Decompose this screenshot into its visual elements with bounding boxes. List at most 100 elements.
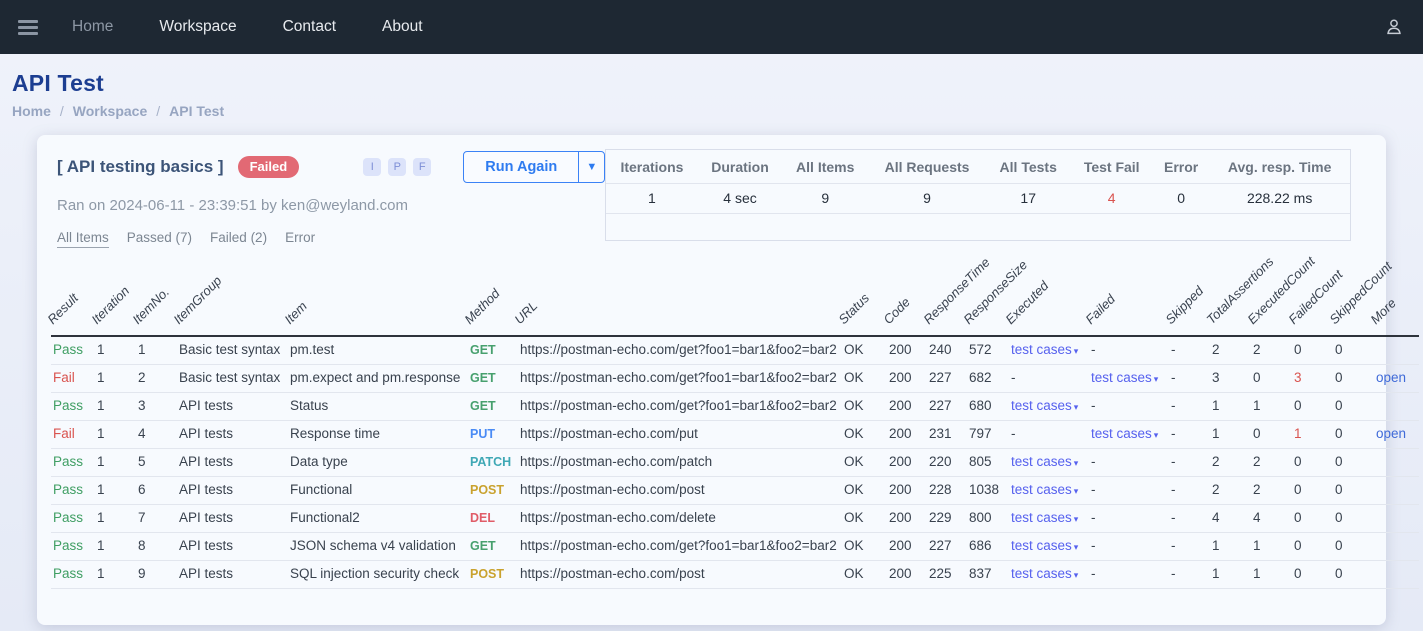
summary-stats-box: Iterations Duration All Items All Requests A…: [605, 149, 1351, 241]
breadcrumb-workspace[interactable]: Workspace: [72, 103, 148, 119]
summary-value: 0: [1152, 183, 1210, 214]
cell-skipped-count: 0: [1333, 448, 1374, 477]
summary-value: 4: [1070, 183, 1153, 214]
caret-down-icon: ▾: [1153, 430, 1159, 440]
hamburger-menu-icon[interactable]: [18, 19, 38, 35]
summary-value: 9: [868, 183, 986, 214]
nav-item-home[interactable]: Home: [72, 18, 114, 35]
iterations-filter-button[interactable]: I: [363, 158, 382, 176]
failed-filter-button[interactable]: F: [413, 158, 432, 176]
cell-skipped-count: 0: [1333, 364, 1374, 393]
run-again-caret-down-icon[interactable]: ▼: [578, 152, 604, 182]
cell-executed: test cases ▾: [1009, 560, 1089, 589]
cell-method: PATCH: [468, 448, 518, 477]
run-again-button[interactable]: Run Again: [464, 152, 578, 182]
cell-executed: test cases ▾: [1009, 504, 1089, 533]
tab-failed[interactable]: Failed (2): [210, 230, 268, 245]
cell-response-time: 227: [927, 364, 967, 393]
cell-failed-count: 1: [1292, 420, 1333, 449]
test-cases-dropdown[interactable]: test cases ▾: [1011, 482, 1079, 497]
table-row: Pass 1 9 API tests SQL injection security ch…: [51, 560, 1419, 589]
test-cases-dropdown[interactable]: test cases ▾: [1091, 370, 1159, 385]
tab-all-items[interactable]: All Items: [57, 230, 109, 248]
cell-failed: -: [1089, 392, 1169, 421]
summary-value: 4 sec: [697, 183, 783, 214]
breadcrumb-separator: /: [156, 103, 161, 119]
cell-iteration: 1: [95, 476, 136, 505]
cell-item-group: Basic test syntax: [177, 364, 288, 393]
cell-method: POST: [468, 560, 518, 589]
cell-response-size: 805: [967, 448, 1009, 477]
test-cases-dropdown[interactable]: test cases ▾: [1011, 454, 1079, 469]
test-cases-dropdown[interactable]: test cases ▾: [1011, 566, 1079, 581]
test-cases-dropdown[interactable]: test cases ▾: [1011, 398, 1079, 413]
table-row: Pass 1 8 API tests JSON schema v4 validation…: [51, 532, 1419, 561]
cell-item: JSON schema v4 validation: [288, 532, 468, 561]
nav-item-about[interactable]: About: [382, 18, 423, 35]
cell-executed: -: [1009, 420, 1089, 449]
cell-status: OK: [842, 532, 887, 561]
cell-method: PUT: [468, 420, 518, 449]
cell-more: [1374, 560, 1419, 589]
cell-iteration: 1: [95, 504, 136, 533]
cell-result: Pass: [51, 448, 95, 477]
cell-failed-count: 0: [1292, 392, 1333, 421]
cell-iteration: 1: [95, 392, 136, 421]
column-header-url: URL: [511, 254, 842, 337]
cell-total-assertions: 1: [1210, 420, 1251, 449]
nav-item-contact[interactable]: Contact: [282, 18, 337, 35]
cell-response-size: 797: [967, 420, 1009, 449]
cell-code: 200: [887, 392, 927, 421]
column-header-skipped-count: SkippedCount: [1326, 254, 1395, 337]
open-details-link[interactable]: open: [1376, 370, 1407, 385]
cell-code: 200: [887, 364, 927, 393]
open-details-link[interactable]: open: [1376, 426, 1407, 441]
cell-result: Pass: [51, 504, 95, 533]
cell-more: [1374, 504, 1419, 533]
cell-url: https://postman-echo.com/patch: [518, 448, 842, 477]
cell-response-time: 227: [927, 532, 967, 561]
column-header-failed: Failed: [1082, 254, 1169, 337]
run-timestamp: Ran on 2024-06-11 - 23:39:51 by ken@weyl…: [57, 197, 408, 214]
cell-more: [1374, 448, 1419, 477]
summary-value: 228.22 ms: [1209, 183, 1350, 214]
cell-url: https://postman-echo.com/post: [518, 476, 842, 505]
passed-filter-button[interactable]: P: [388, 158, 407, 176]
cell-method: GET: [468, 336, 518, 365]
test-cases-dropdown[interactable]: test cases ▾: [1091, 426, 1159, 441]
test-cases-dropdown[interactable]: test cases ▾: [1011, 342, 1079, 358]
cell-code: 200: [887, 336, 927, 365]
breadcrumb-home[interactable]: Home: [12, 103, 51, 119]
cell-skipped-count: 0: [1333, 504, 1374, 533]
summary-value: 1: [606, 183, 698, 214]
cell-iteration: 1: [95, 532, 136, 561]
test-cases-dropdown[interactable]: test cases ▾: [1011, 538, 1079, 553]
nav-item-workspace[interactable]: Workspace: [159, 18, 237, 35]
table-row: Pass 1 5 API tests Data type PATCH https://pos…: [51, 448, 1419, 477]
caret-down-icon: ▾: [1073, 346, 1079, 357]
column-header-item: Item: [281, 254, 468, 337]
cell-response-time: 228: [927, 476, 967, 505]
user-icon[interactable]: [1383, 16, 1405, 38]
cell-failed: -: [1089, 448, 1169, 477]
cell-url: https://postman-echo.com/post: [518, 560, 842, 589]
cell-response-time: 231: [927, 420, 967, 449]
cell-failed: -: [1089, 532, 1169, 561]
cell-item: Status: [288, 392, 468, 421]
summary-header: Avg. resp. Time: [1209, 150, 1350, 184]
cell-executed-count: 1: [1251, 392, 1292, 421]
cell-response-size: 682: [967, 364, 1009, 393]
cell-item-group: API tests: [177, 476, 288, 505]
tab-error[interactable]: Error: [285, 230, 316, 245]
cell-result: Fail: [51, 420, 95, 449]
test-cases-dropdown[interactable]: test cases ▾: [1011, 510, 1079, 525]
cell-item-no: 4: [136, 420, 177, 449]
cell-item-group: API tests: [177, 392, 288, 421]
cell-response-size: 800: [967, 504, 1009, 533]
cell-failed: -: [1089, 476, 1169, 505]
cell-executed-count: 1: [1251, 532, 1292, 561]
summary-table: Iterations Duration All Items All Requests A…: [606, 150, 1350, 214]
tab-passed[interactable]: Passed (7): [126, 230, 193, 245]
cell-item-group: API tests: [177, 420, 288, 449]
cell-status: OK: [842, 560, 887, 589]
